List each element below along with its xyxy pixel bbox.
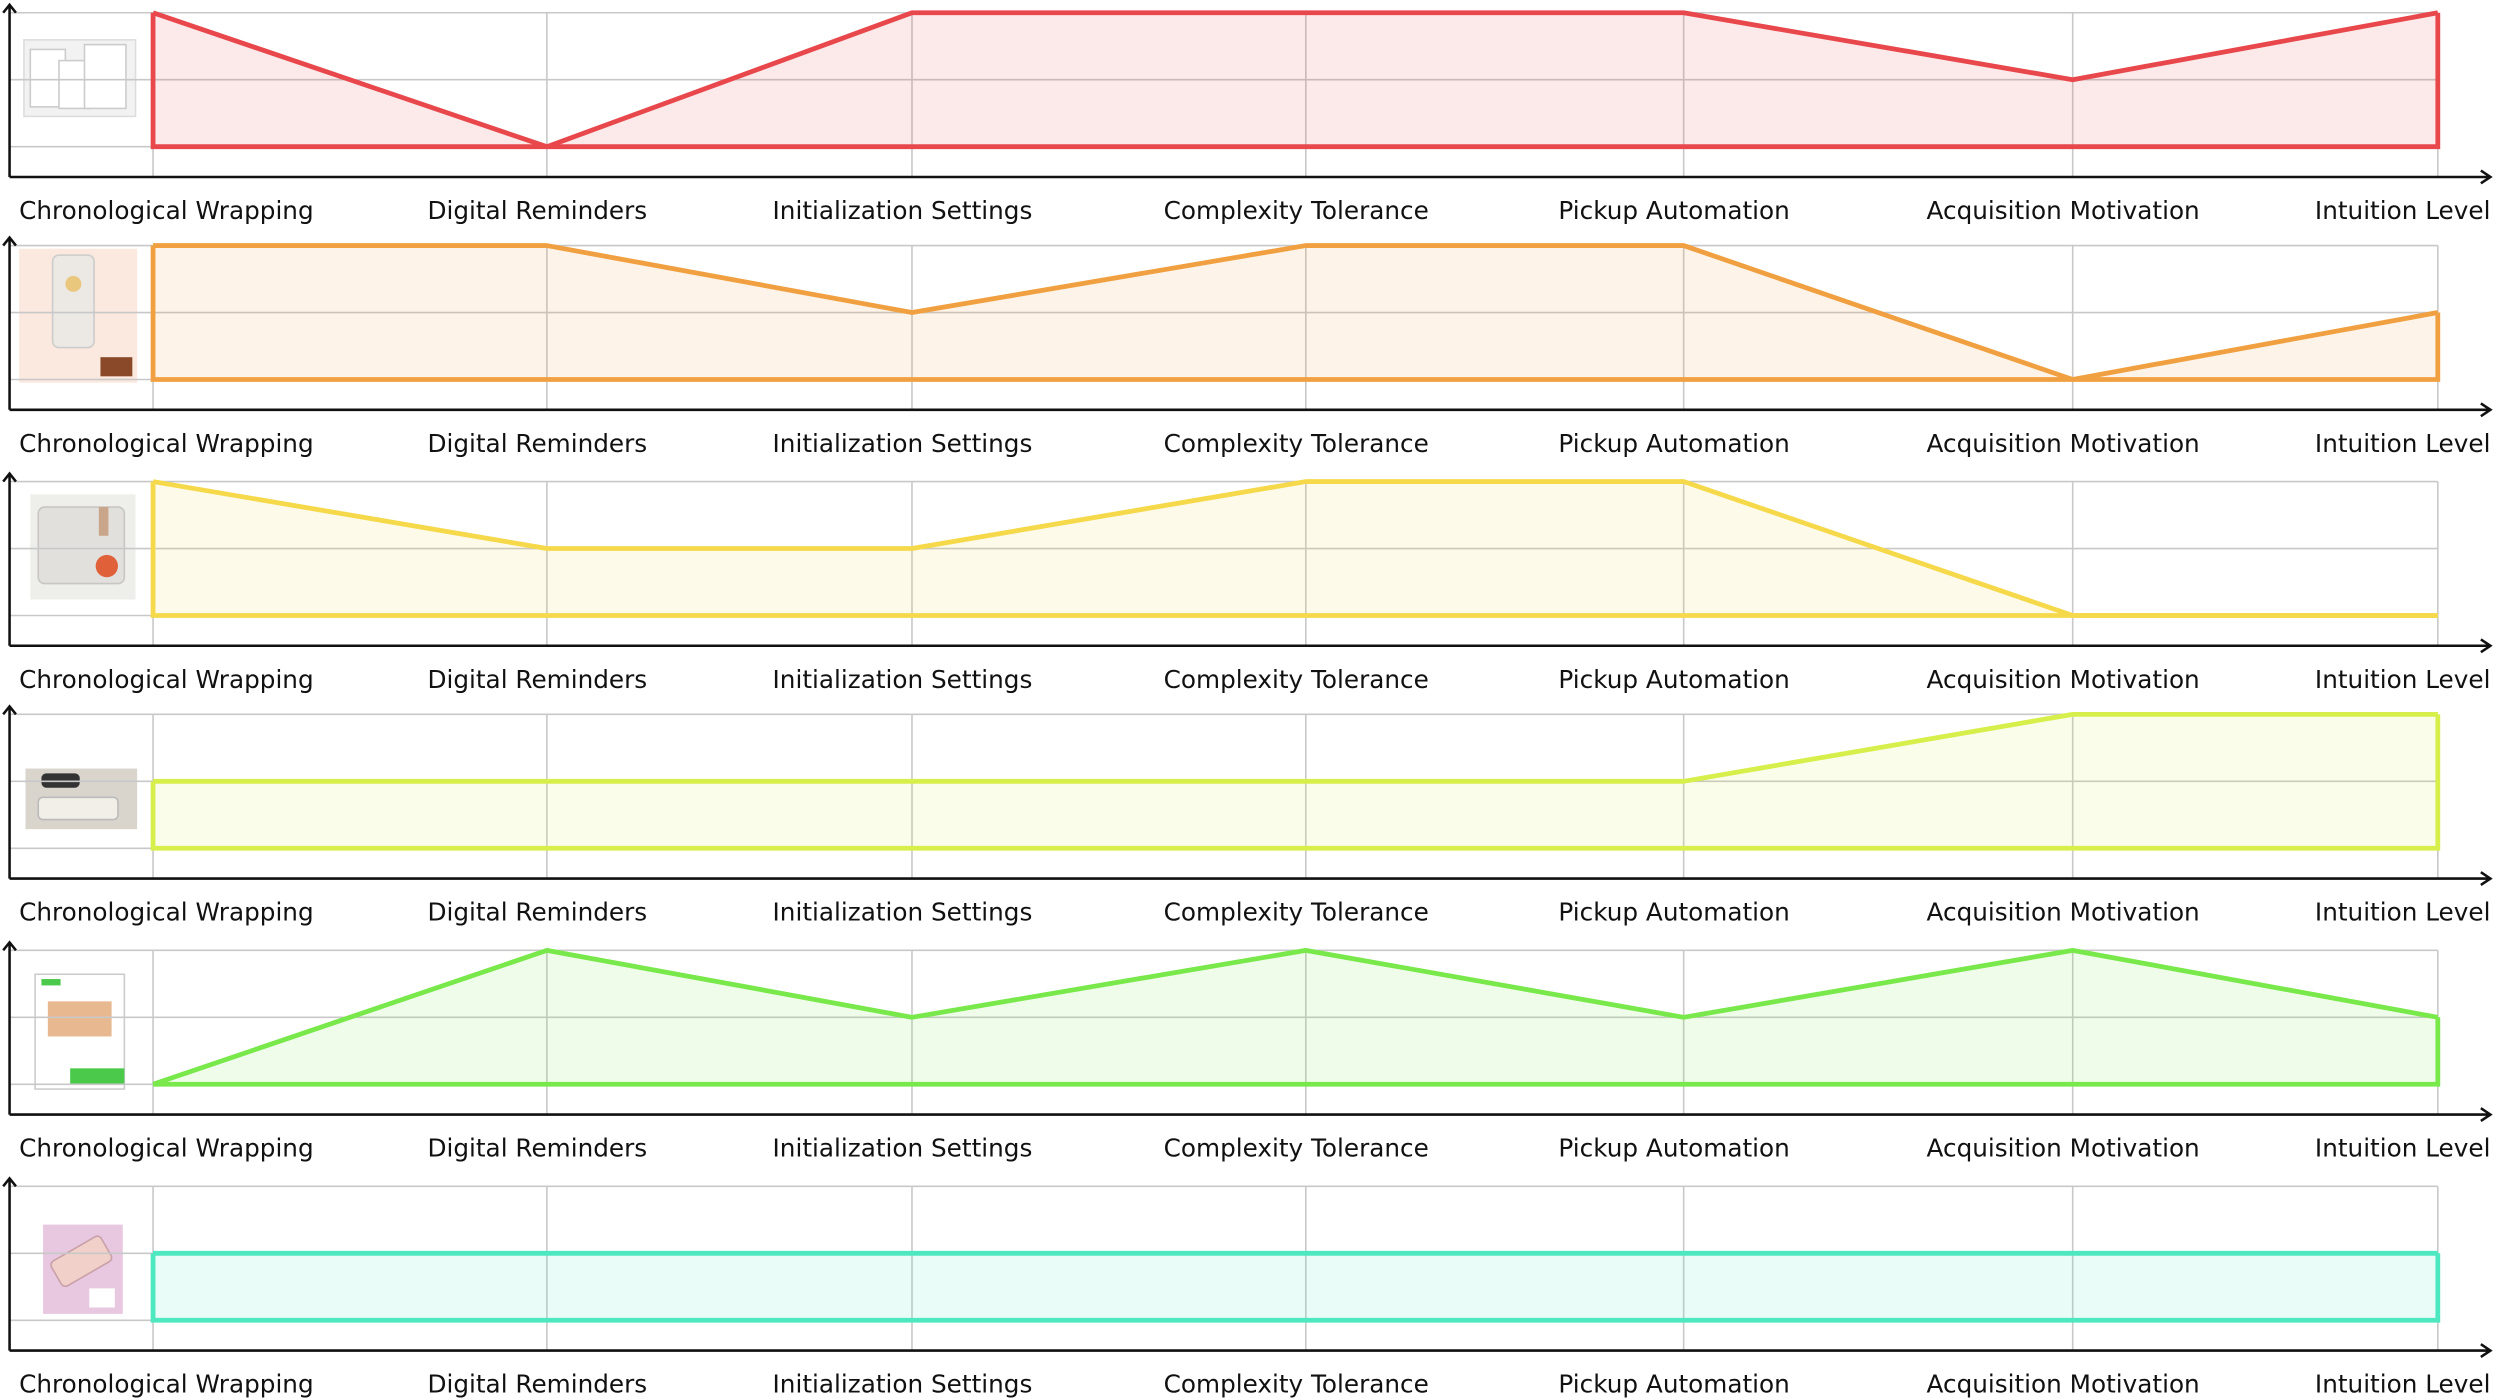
x-tick-label: Pickup Automation — [1558, 1370, 1789, 1399]
x-tick-label: Intuition Level — [2315, 1134, 2491, 1163]
x-tick-label: Chronological Wrapping — [19, 898, 314, 927]
y-axis — [2, 235, 17, 410]
area-base-outline — [150, 245, 2441, 382]
x-tick-label: Initialization Settings — [773, 665, 1033, 694]
x-tick-label: Digital Reminders — [427, 898, 647, 927]
area-line — [152, 479, 2438, 618]
area-base-outline — [150, 12, 2441, 150]
x-tick-label: Chronological Wrapping — [19, 429, 314, 458]
area-base-outline — [150, 714, 2441, 851]
area-base-outline — [150, 481, 2438, 618]
y-axis — [2, 940, 17, 1115]
x-tick-label: Initialization Settings — [773, 196, 1033, 225]
x-tick-label: Pickup Automation — [1558, 196, 1789, 225]
x-tick-label: Initialization Settings — [773, 1370, 1033, 1399]
product-thumbnail — [34, 973, 126, 1090]
x-tick-label: Complexity Tolerance — [1164, 196, 1429, 225]
x-axis — [9, 638, 2493, 654]
product-thumbnail — [23, 39, 137, 118]
x-tick-label: Digital Reminders — [427, 1134, 647, 1163]
product-thumbnail — [43, 1224, 123, 1314]
x-tick-label: Digital Reminders — [427, 429, 647, 458]
x-tick-label: Intuition Level — [2315, 1370, 2491, 1399]
area-base-outline — [150, 1253, 2441, 1323]
x-tick-label: Intuition Level — [2315, 665, 2491, 694]
x-tick-label: Acquisition Motivation — [1927, 1134, 2200, 1163]
x-tick-label: Intuition Level — [2315, 898, 2491, 927]
x-tick-label: Complexity Tolerance — [1164, 1134, 1429, 1163]
x-tick-label: Chronological Wrapping — [19, 665, 314, 694]
x-tick-label: Acquisition Motivation — [1927, 665, 2200, 694]
product-thumbnail — [30, 494, 136, 600]
x-axis — [9, 1343, 2493, 1359]
x-tick-label: Chronological Wrapping — [19, 1370, 314, 1399]
area-fill — [153, 481, 2438, 616]
x-tick-label: Complexity Tolerance — [1164, 665, 1429, 694]
x-tick-label: Intuition Level — [2315, 196, 2491, 225]
x-tick-label: Digital Reminders — [427, 665, 647, 694]
x-tick-label: Digital Reminders — [427, 196, 647, 225]
area-line — [153, 243, 2439, 382]
y-axis — [2, 704, 17, 879]
x-axis — [9, 871, 2493, 887]
x-axis — [9, 1107, 2493, 1123]
product-thumbnail — [25, 768, 138, 830]
x-tick-label: Acquisition Motivation — [1927, 429, 2200, 458]
x-axis — [9, 402, 2493, 418]
x-tick-label: Pickup Automation — [1558, 429, 1789, 458]
x-tick-label: Pickup Automation — [1558, 898, 1789, 927]
x-tick-label: Pickup Automation — [1558, 665, 1789, 694]
x-tick-label: Acquisition Motivation — [1927, 196, 2200, 225]
x-tick-label: Initialization Settings — [773, 1134, 1033, 1163]
product-thumbnail — [19, 248, 138, 383]
x-tick-label: Intuition Level — [2315, 429, 2491, 458]
x-tick-label: Complexity Tolerance — [1164, 898, 1429, 927]
x-tick-label: Pickup Automation — [1558, 1134, 1789, 1163]
x-tick-label: Initialization Settings — [773, 429, 1033, 458]
area-fill — [153, 950, 2438, 1085]
x-tick-label: Digital Reminders — [427, 1370, 647, 1399]
x-tick-label: Initialization Settings — [773, 898, 1033, 927]
x-tick-label: Complexity Tolerance — [1164, 1370, 1429, 1399]
y-axis — [2, 1176, 17, 1351]
area-line — [152, 10, 2439, 150]
area-base-outline — [153, 1017, 2441, 1087]
x-tick-label: Chronological Wrapping — [19, 196, 314, 225]
y-axis — [2, 471, 17, 646]
area-line — [153, 711, 2438, 784]
y-axis — [2, 2, 17, 177]
x-tick-label: Complexity Tolerance — [1164, 429, 1429, 458]
x-tick-label: Chronological Wrapping — [19, 1134, 314, 1163]
area-fill — [153, 1253, 2438, 1321]
thumbnails — [19, 39, 138, 1314]
x-tick-label: Acquisition Motivation — [1927, 1370, 2200, 1399]
area-line — [152, 947, 2439, 1087]
x-tick-label: Acquisition Motivation — [1927, 898, 2200, 927]
x-axis — [9, 169, 2493, 185]
